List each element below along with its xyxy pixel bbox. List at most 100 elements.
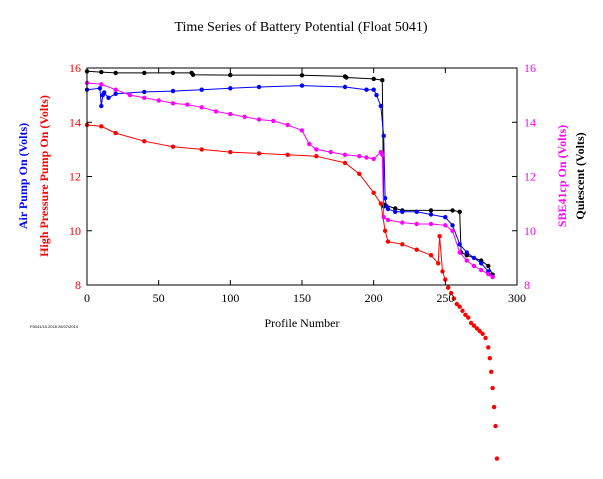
x-tick-label: 150 — [293, 291, 311, 305]
data-point-quiescent — [228, 72, 233, 78]
y-axis-label-hp: High Pressure Pump On (Volts) — [37, 95, 51, 257]
data-point-sbe — [414, 221, 419, 227]
data-point-quiescent — [142, 70, 147, 76]
data-point-quiescent — [190, 72, 196, 78]
data-point-air — [113, 91, 118, 97]
data-point-sbe — [342, 152, 348, 157]
data-point-hp — [477, 328, 482, 334]
data-point-hp — [491, 404, 497, 410]
data-point-sbe — [371, 156, 376, 162]
y-tick-label-left: 12 — [69, 170, 81, 184]
data-point-sbe — [380, 152, 385, 157]
data-point-hp — [451, 296, 457, 301]
data-point-hp — [468, 320, 474, 326]
data-point-sbe — [479, 267, 484, 273]
data-point-hp — [493, 423, 498, 429]
data-point-hp — [378, 201, 383, 206]
y-axis-label-sbe: SBE41cp On (Volts) — [555, 125, 569, 227]
data-point-hp — [457, 304, 462, 309]
data-point-sbe — [486, 271, 491, 277]
data-point-air — [299, 83, 305, 88]
data-point-air — [170, 88, 176, 94]
data-point-hp — [113, 130, 118, 136]
data-point-hp — [471, 323, 477, 328]
data-point-air — [102, 90, 107, 95]
data-point-hp — [454, 301, 459, 307]
data-point-air — [371, 87, 376, 92]
data-point-sbe — [443, 223, 448, 228]
chart-title: Time Series of Battery Potential (Float … — [174, 20, 427, 35]
data-point-hp — [483, 335, 488, 341]
data-point-sbe — [213, 109, 219, 114]
data-point-air — [374, 92, 379, 98]
data-point-sbe — [307, 141, 312, 147]
data-point-air — [385, 206, 391, 212]
data-point-air — [414, 209, 419, 214]
data-marks — [84, 69, 500, 461]
data-point-sbe — [400, 220, 405, 225]
y-tick-label-left: 10 — [69, 224, 81, 238]
data-point-sbe — [471, 263, 477, 269]
data-point-air — [364, 87, 369, 92]
data-point-air — [479, 261, 484, 266]
series-line-sbe — [86, 82, 493, 278]
y-tick-label-right: 12 — [524, 170, 536, 184]
data-point-air — [199, 87, 204, 92]
y-tick-label-right: 14 — [524, 115, 536, 129]
data-point-hp — [437, 234, 442, 239]
data-point-hp — [446, 285, 451, 290]
data-point-hp — [440, 269, 445, 274]
x-axis: 0 50 100 150 200 250 300 — [84, 68, 526, 305]
data-point-air — [228, 86, 233, 91]
data-point-air — [381, 133, 386, 138]
data-point-hp — [480, 331, 485, 336]
data-point-sbe — [357, 154, 362, 159]
data-point-sbe — [490, 274, 495, 280]
data-point-sbe — [285, 122, 290, 128]
footnote: F5041/15.2018 28/07/2014 — [30, 324, 79, 329]
data-point-sbe — [127, 92, 133, 98]
x-tick-label: 0 — [84, 291, 90, 305]
data-point-sbe — [364, 155, 369, 160]
data-point-sbe — [142, 95, 147, 101]
y-axis-label-quiescent: Quiescent (Volts) — [573, 132, 587, 219]
data-point-hp — [490, 385, 495, 391]
data-point-sbe — [457, 250, 462, 255]
data-point-hp — [463, 312, 468, 317]
data-point-air — [428, 212, 434, 217]
data-point-quiescent — [380, 78, 385, 83]
y-tick-label-right: 8 — [524, 278, 530, 292]
data-point-air — [382, 196, 388, 201]
series-line-quiescent — [86, 70, 494, 275]
data-point-air — [378, 103, 383, 109]
data-point-sbe — [381, 215, 386, 220]
x-tick-label: 100 — [221, 291, 239, 305]
series-line-hp — [86, 124, 446, 280]
data-point-air — [97, 86, 103, 91]
data-point-hp — [460, 308, 465, 313]
data-point-hp — [285, 152, 290, 157]
data-point-sbe — [428, 221, 434, 227]
data-point-hp — [342, 160, 348, 166]
data-point-air — [99, 103, 104, 109]
data-point-air — [400, 209, 405, 214]
data-point-hp — [400, 242, 405, 247]
data-point-hp — [228, 149, 233, 155]
data-point-sbe — [156, 98, 161, 103]
data-point-quiescent — [170, 70, 176, 76]
data-point-quiescent — [99, 69, 104, 75]
data-point-hp — [487, 356, 492, 361]
data-point-quiescent — [393, 206, 398, 211]
data-point-sbe — [170, 101, 176, 106]
data-point-sbe — [464, 258, 469, 263]
plot-frame — [86, 67, 518, 286]
data-point-hp — [428, 253, 434, 258]
data-point-hp — [357, 171, 362, 176]
data-point-air — [457, 242, 462, 247]
data-point-hp — [199, 147, 204, 152]
y-tick-label-left: 14 — [69, 115, 81, 129]
data-point-quiescent — [428, 208, 434, 213]
x-axis-label: Profile Number — [265, 316, 340, 330]
data-point-quiescent — [344, 75, 349, 80]
y-tick-label-left: 16 — [69, 61, 81, 75]
